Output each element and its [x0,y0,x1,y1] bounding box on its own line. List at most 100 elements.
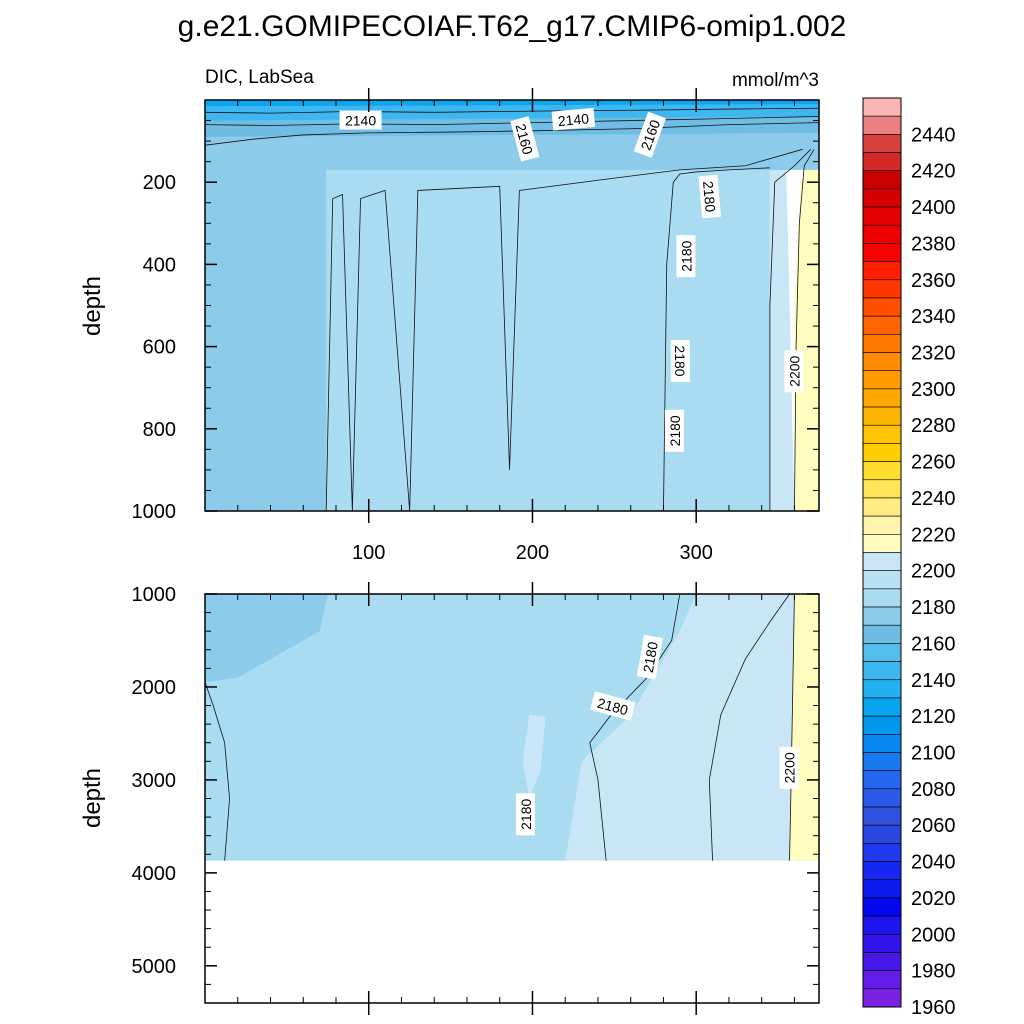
y-tick-label: 1000 [132,584,177,606]
colorbar-label: 2300 [911,379,956,401]
contour-label: 2180 [636,634,663,680]
colorbar-label: 2280 [911,415,956,437]
dic-region-7 [205,100,819,107]
colorbar-swatch [862,188,902,208]
colorbar-label: 2320 [911,343,956,365]
svg-text:2180: 2180 [667,415,683,446]
dic-region-2 [769,165,795,511]
colorbar-label: 1960 [911,997,956,1019]
contour-line-2150 [205,116,819,126]
colorbar-swatch [862,279,902,299]
colorbar-swatch [862,515,902,535]
upper-y-axis-label: depth [79,276,106,336]
svg-text:2200: 2200 [782,752,798,783]
y-tick-label: 3000 [132,770,177,792]
colorbar-swatch [862,134,902,153]
contour-label: 2180 [515,793,535,836]
dic-region-4 [522,714,546,799]
svg-text:2140: 2140 [557,110,590,129]
colorbar-swatch [862,788,902,808]
y-tick-label: 5000 [132,956,177,978]
colorbar-swatch [862,897,902,917]
contour-label: 2180 [670,339,690,382]
colorbar-swatch [862,843,902,862]
colorbar-label: 2340 [911,306,956,328]
colorbar-swatch [862,334,902,353]
colorbar-swatch [862,752,902,771]
colorbar-swatch [862,952,902,971]
colorbar-swatch [862,988,902,1008]
colorbar-swatch [862,733,902,753]
colorbar-label: 2160 [911,633,956,655]
colorbar-swatch [862,861,902,881]
colorbar-label: 2240 [911,488,956,510]
colorbar-label: 2260 [911,452,956,474]
contour-label: 2160 [510,116,540,162]
svg-text:2180: 2180 [518,799,534,830]
no-data-region [205,860,819,1003]
colorbar-label: 2380 [911,233,956,255]
contour-label: 2200 [779,746,799,789]
svg-text:2180: 2180 [640,640,661,674]
contour-line-2200 [794,149,815,511]
y-tick-label: 1000 [132,501,177,523]
colorbar-swatch [862,479,902,499]
colorbar-swatch [862,970,902,990]
y-tick-label: 200 [143,172,176,194]
contour-line-2200 [789,594,795,861]
colorbar-label: 2020 [911,888,956,910]
contour-line-2140 [205,107,819,114]
contour-label: 2200 [784,350,804,393]
x-tick-label: 300 [680,542,713,564]
colorbar-label: 2100 [911,742,956,764]
colorbar-label: 2120 [911,706,956,728]
svg-text:2180: 2180 [596,695,630,719]
dic-region-3 [794,149,819,511]
contour-label: 2180 [676,235,696,278]
colorbar-swatch [862,297,902,317]
colorbar-swatch [862,97,902,117]
contour-line-2170 [325,148,803,511]
dic-region-1 [205,594,328,683]
colorbar-frame [862,97,902,1008]
colorbar-swatch [862,206,902,226]
colorbar-label: 2420 [911,161,956,183]
colorbar-swatch [862,552,902,571]
contour-label: 2180 [590,691,636,721]
colorbar-swatch [862,497,902,517]
dic-region-0 [205,165,345,511]
colorbar-swatch [862,424,902,444]
colorbar-swatch [862,152,902,172]
lower-y-axis-label: depth [79,768,106,828]
colorbar-swatch [862,697,902,717]
colorbar-swatch [862,224,902,244]
contour-label: 2140 [551,107,596,131]
svg-text:2140: 2140 [345,113,376,129]
dic-region-1 [326,165,770,511]
contour-line-2180 [663,167,770,511]
chart-title: g.e21.GOMIPECOIAF.T62_g17.CMIP6-omip1.00… [178,10,847,43]
lower-panel: 2180 2180 2180 2200 1000 2000 3000 4000 5000 de… [79,582,820,1015]
x-tick-label: 100 [352,542,385,564]
colorbar-swatch [862,406,902,426]
colorbar-swatch [862,806,902,826]
contour-line-2190 [769,149,812,511]
colorbar-swatch [862,643,902,662]
colorbar-swatch [862,679,902,699]
colorbar-swatch [862,243,902,262]
colorbar-label: 2220 [911,524,956,546]
colorbar-swatch [862,115,902,135]
svg-text:2180: 2180 [672,345,688,376]
colorbar-swatch [862,352,902,371]
colorbar-label: 2400 [911,197,956,219]
y-tick-label: 2000 [132,677,177,699]
contour-label: 2180 [664,409,684,452]
colorbar-swatch [862,824,902,844]
colorbar: 2440 2420 2400 2380 2360 2340 2320 2300 2280 2260… [862,97,956,1019]
colorbar-swatch [862,534,902,553]
colorbar-label: 2060 [911,815,956,837]
colorbar-swatch [862,715,902,735]
contour-line-2160 [205,122,819,146]
